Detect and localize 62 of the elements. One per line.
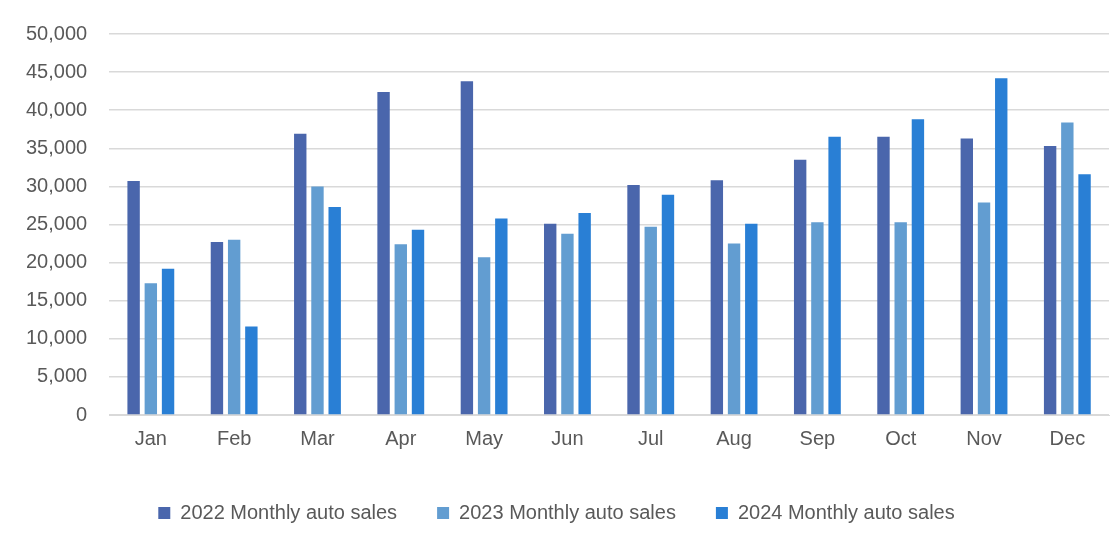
bar bbox=[328, 206, 341, 415]
bar bbox=[793, 159, 807, 415]
x-tick-label: Aug bbox=[716, 426, 752, 449]
bar bbox=[727, 243, 741, 415]
x-tick-label: Dec bbox=[1049, 426, 1086, 449]
y-tick-label: 30,000 bbox=[26, 173, 88, 196]
y-tick-label: 40,000 bbox=[26, 97, 88, 120]
bar bbox=[661, 194, 675, 415]
y-tick-label: 25,000 bbox=[26, 212, 88, 235]
bar bbox=[911, 119, 925, 415]
bar bbox=[644, 226, 657, 415]
x-tick-label: Feb bbox=[216, 426, 252, 449]
bar bbox=[311, 186, 324, 415]
x-tick-label: Jul bbox=[637, 426, 664, 449]
x-tick-label: Jun bbox=[551, 426, 584, 449]
x-tick-label: Nov bbox=[966, 426, 1002, 449]
bar bbox=[161, 268, 175, 415]
bar bbox=[710, 180, 724, 415]
bar bbox=[144, 283, 158, 415]
bar bbox=[127, 181, 140, 415]
bar bbox=[877, 136, 890, 415]
bar bbox=[227, 239, 241, 415]
legend-label: 2023 Monthly auto sales bbox=[459, 500, 676, 523]
bar bbox=[995, 78, 1008, 415]
bar bbox=[828, 136, 841, 415]
y-tick-label: 50,000 bbox=[26, 21, 88, 44]
bar bbox=[627, 184, 640, 415]
bar bbox=[1061, 122, 1074, 415]
bar bbox=[495, 218, 508, 415]
legend-label: 2022 Monthly auto sales bbox=[180, 500, 398, 523]
bar bbox=[477, 257, 491, 415]
bar bbox=[394, 244, 407, 415]
legend-label: 2024 Monthly auto sales bbox=[737, 500, 955, 523]
bar bbox=[544, 223, 557, 415]
y-tick-label: 5,000 bbox=[37, 364, 88, 387]
y-tick-label: 35,000 bbox=[26, 135, 88, 158]
bar bbox=[561, 233, 574, 415]
bar bbox=[811, 222, 824, 415]
bar bbox=[578, 213, 591, 415]
bar bbox=[1078, 174, 1091, 415]
bar bbox=[960, 138, 973, 415]
y-tick-label: 15,000 bbox=[26, 288, 88, 311]
bar bbox=[460, 81, 474, 415]
x-tick-label: May bbox=[465, 426, 504, 449]
bar bbox=[245, 326, 258, 415]
y-tick-label: 45,000 bbox=[26, 59, 88, 82]
bar bbox=[977, 202, 991, 415]
bar bbox=[745, 223, 758, 415]
x-tick-label: Mar bbox=[300, 426, 336, 449]
y-tick-label: 20,000 bbox=[26, 250, 88, 273]
y-tick-label: 0 bbox=[76, 402, 88, 425]
x-tick-label: Apr bbox=[385, 426, 417, 449]
x-tick-label: Oct bbox=[885, 426, 917, 449]
bar bbox=[1043, 146, 1057, 415]
bar bbox=[411, 229, 425, 415]
bar bbox=[210, 242, 224, 415]
y-tick-label: 10,000 bbox=[26, 326, 88, 349]
x-tick-label: Jan bbox=[134, 426, 167, 449]
bar bbox=[377, 91, 390, 415]
bar bbox=[894, 222, 907, 415]
bar bbox=[294, 133, 307, 415]
x-tick-label: Sep bbox=[799, 426, 836, 449]
